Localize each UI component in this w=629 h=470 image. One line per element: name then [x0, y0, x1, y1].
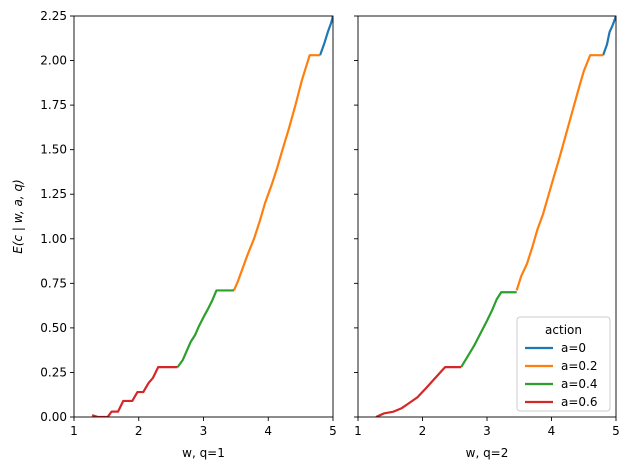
left-subplot: 1 2 3 4 5 0.00 0.25 0.50 0.75 1.00 1.25 1.50 1.75 2.0… — [11, 9, 337, 460]
y-tick-label: 2.25 — [40, 9, 67, 23]
series-line-a-0 — [319, 16, 333, 56]
series-line-a-0-2 — [232, 54, 321, 291]
series-line-a-0-6 — [91, 366, 178, 417]
y-tick-label: 1.00 — [40, 232, 67, 246]
y-tick-label: 1.75 — [40, 98, 67, 112]
x-tick-label: 5 — [329, 424, 337, 438]
legend-entry-label: a=0.2 — [561, 359, 598, 373]
legend-box — [516, 316, 611, 412]
y-tick-label: 0.25 — [40, 365, 67, 379]
legend-entry-label: a=0.4 — [561, 377, 598, 391]
right-subplot: 1 2 3 4 5 w, q=2 action a=0 a=0.2 a=0.4 a=0.6 — [354, 15, 620, 460]
x-tick-label: 1 — [70, 424, 78, 438]
series-line-a-0-4 — [460, 291, 517, 368]
legend-entry-label: a=0 — [561, 341, 586, 355]
legend: action a=0 a=0.2 a=0.4 a=0.6 — [516, 316, 611, 412]
y-tick-label: 1.25 — [40, 187, 67, 201]
x-axis-label: w, q=1 — [182, 446, 225, 460]
legend-title: action — [545, 323, 582, 337]
legend-entry-label: a=0.6 — [561, 395, 598, 409]
axes-frame — [73, 15, 334, 418]
series-line-a-0-6 — [375, 366, 462, 417]
y-tick-label: 0.00 — [40, 410, 67, 424]
x-axis-label: w, q=2 — [466, 446, 509, 460]
y-tick-label: 2.00 — [40, 54, 67, 68]
x-tick-label: 1 — [354, 424, 362, 438]
x-tick-label: 3 — [200, 424, 208, 438]
x-tick-label: 4 — [548, 424, 556, 438]
x-tick-label: 2 — [419, 424, 427, 438]
series-line-a-0-4 — [176, 289, 234, 368]
x-tick-label: 2 — [135, 424, 143, 438]
x-tick-label: 4 — [264, 424, 272, 438]
y-tick-label: 0.75 — [40, 276, 67, 290]
y-tick-label: 1.50 — [40, 143, 67, 157]
y-axis-label: E(c | w, a, q) — [11, 179, 25, 254]
x-tick-label: 3 — [483, 424, 491, 438]
y-tick-label: 0.50 — [40, 321, 67, 335]
series-line-a-0 — [602, 16, 616, 56]
x-tick-label: 5 — [612, 424, 620, 438]
series-line-a-0-2 — [515, 54, 604, 291]
